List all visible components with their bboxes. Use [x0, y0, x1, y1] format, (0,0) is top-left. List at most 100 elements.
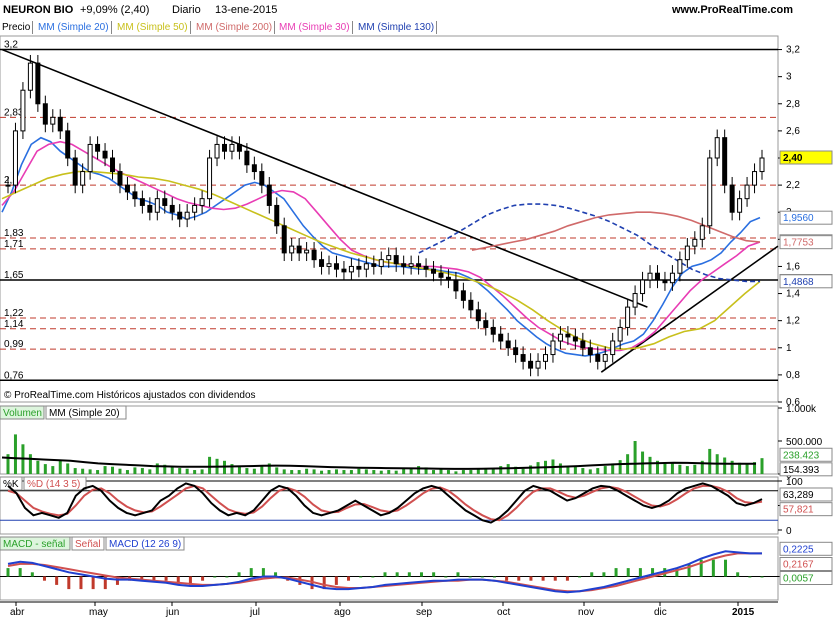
macd-hist-bar [590, 572, 594, 577]
site-url[interactable]: www.ProRealTime.com [672, 4, 794, 16]
macd-hist-bar [201, 576, 205, 581]
candle-body [460, 290, 466, 301]
macd-hist-bar [274, 572, 278, 577]
candle-body [57, 116, 63, 132]
macd-hist-bar [626, 568, 630, 577]
candle-body [520, 354, 526, 362]
macd-hist-bar [687, 563, 691, 577]
candle-body [65, 130, 71, 159]
volume-bar [133, 467, 137, 474]
price-tag-3: 1,7753 [783, 238, 814, 249]
volume-bar [312, 469, 316, 474]
candle-body [80, 171, 86, 186]
legend-ma20[interactable]: MM (Simple 20) [36, 21, 112, 34]
volume-bar [260, 466, 264, 474]
volume-bar [588, 469, 592, 474]
candle-body [311, 249, 317, 261]
vol-tag-1-box [779, 462, 833, 477]
legend-price[interactable]: Precio [0, 21, 34, 34]
volume-bar [678, 464, 682, 474]
candle-body [722, 137, 728, 186]
volume-legend: Volumen [3, 408, 42, 419]
candle-body [714, 137, 720, 159]
y-tick-label: 1,4 [786, 289, 800, 300]
volume-bar [484, 468, 488, 474]
candle-body [207, 157, 213, 200]
candle-body [259, 171, 265, 186]
series-line-4 [418, 203, 760, 283]
macd-hist-bar [164, 576, 168, 581]
volume-bar [170, 466, 174, 474]
candle-body [110, 157, 116, 173]
volume-bar [379, 470, 383, 474]
volume-bar [618, 460, 622, 474]
stoch-tag-0-box [779, 487, 833, 502]
macd-hist-bar [638, 568, 642, 577]
volume-bar [43, 464, 47, 474]
candle-body [154, 198, 160, 213]
macd-hist-bar [42, 576, 46, 581]
macd-hist-bar [176, 576, 180, 585]
price-tag-3-box [779, 235, 833, 250]
candle-body [348, 265, 354, 273]
candle-body [393, 255, 399, 265]
candle-body [535, 360, 541, 369]
volume-bar [81, 468, 85, 474]
candle-body [50, 116, 56, 125]
candle-body [274, 204, 280, 227]
candle-body [662, 279, 668, 284]
candle-body [416, 263, 422, 267]
price-legend: Precio MM (Simple 20) MM (Simple 50) MM … [0, 21, 780, 35]
level-label: 1,71 [4, 239, 24, 250]
volume-bar [529, 465, 533, 474]
candle-body [266, 184, 272, 206]
volume-bar [424, 467, 428, 474]
volume-bar [252, 468, 256, 474]
stoch-tag-1: 57,821 [783, 505, 814, 516]
volume-bar [155, 463, 159, 474]
macd-hist-bar [237, 572, 241, 577]
x-tick-label: jul [249, 607, 260, 618]
price-tag-0-box [779, 150, 833, 165]
legend-ma200[interactable]: MM (Simple 200) [194, 21, 276, 34]
y-tick-label: 1 [786, 343, 792, 354]
legend-ma50[interactable]: MM (Simple 50) [115, 21, 191, 34]
stoch-y-tick-label: 100 [786, 477, 803, 488]
volume-bar [387, 470, 391, 474]
macd-hist-bar [249, 568, 253, 577]
volume-bar [611, 463, 615, 474]
volume-bar [394, 470, 398, 474]
y-tick-label: 2,6 [786, 126, 800, 137]
candle-body [199, 198, 205, 206]
macd-hist-bar [456, 572, 460, 577]
macd-hist-bar [432, 572, 436, 577]
candle-body [468, 299, 474, 311]
price-tag-5: 1,4868 [783, 277, 814, 288]
x-tick-label: may [89, 607, 108, 618]
volume-bar [514, 466, 518, 474]
legend-ma130[interactable]: MM (Simple 130) [356, 21, 438, 34]
candle-body [192, 204, 198, 213]
candle-body [438, 272, 444, 278]
volume-bar [596, 468, 600, 474]
candle-body [169, 204, 175, 213]
candle-body [632, 293, 638, 308]
candle-body [5, 184, 11, 187]
y-tick-label: 3 [786, 72, 792, 83]
volume-bar [357, 468, 361, 474]
macd-hist-bar [359, 576, 363, 578]
legend-ma30[interactable]: MM (Simple 30) [277, 21, 353, 34]
candle-body [505, 340, 511, 349]
volume-bar [148, 469, 152, 474]
volume-bar [349, 470, 353, 474]
candle-body [87, 143, 93, 173]
vol-tag-0-box [779, 447, 833, 462]
trendline-up [600, 245, 779, 373]
candle-body [617, 326, 623, 342]
macd-hist-bar [724, 559, 728, 577]
volume-bar [566, 466, 570, 474]
candle-body [244, 150, 250, 166]
macd-tag-1-box [779, 557, 833, 571]
volume-bar [185, 468, 189, 474]
